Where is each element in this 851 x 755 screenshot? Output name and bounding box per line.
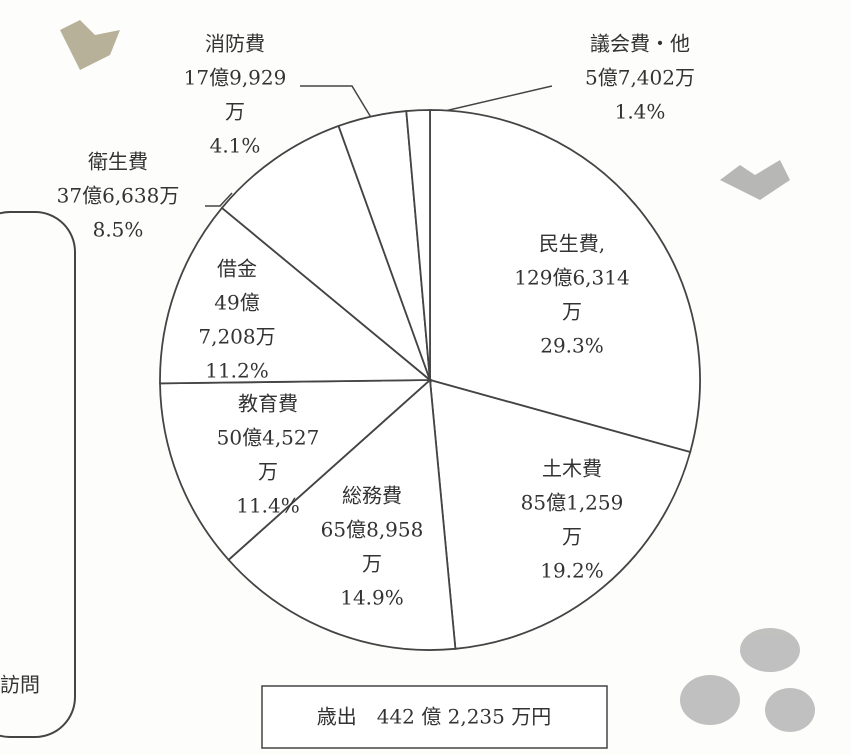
slice-amount: 49億 xyxy=(214,291,259,315)
leader-line xyxy=(432,86,552,114)
total-label: 歳出 442 億 2,235 万円 xyxy=(317,705,552,729)
slice-name: 教育費 xyxy=(238,392,298,416)
slice-percent: 29.3% xyxy=(540,334,604,358)
side-text: 訪問 xyxy=(0,673,40,697)
slice-name: 衛生費 xyxy=(88,150,148,174)
slice-name: 総務費 xyxy=(342,484,402,508)
slice-percent: 19.2% xyxy=(540,559,604,583)
slice-amount: 50億4,527 xyxy=(217,426,320,450)
leaf xyxy=(720,160,790,200)
slice-amount: 5億7,402万 xyxy=(585,66,695,90)
chart: 訪問 歳出 442 億 2,235 万円 民生費, 129億6,314 万 29.3%… xyxy=(0,0,851,755)
slice-percent: 4.1% xyxy=(210,134,261,158)
side-panel xyxy=(0,212,75,737)
slice-amount: 129億6,314 xyxy=(514,266,629,290)
slice-amount: 万 xyxy=(362,552,382,576)
slice-amount: 万 xyxy=(258,460,278,484)
leaf xyxy=(60,20,120,70)
slice-amount: 万 xyxy=(562,300,582,324)
slice-name: 土木費 xyxy=(542,457,602,481)
slice-amount: 7,208万 xyxy=(198,325,275,349)
slice-percent: 8.5% xyxy=(93,218,144,242)
slice-name: 消防費 xyxy=(205,32,265,56)
slice-percent: 1.4% xyxy=(615,100,666,124)
chestnut xyxy=(740,628,800,672)
slice-name: 借金 xyxy=(217,257,257,281)
slice-amount: 万 xyxy=(562,525,582,549)
slice-amount: 17億9,929 xyxy=(184,66,287,90)
slice-amount: 65億8,958 xyxy=(321,518,424,542)
slice-percent: 11.2% xyxy=(205,359,269,383)
slice-amount: 85億1,259 xyxy=(521,491,624,515)
slice-name: 民生費, xyxy=(539,232,605,256)
slice-amount: 万 xyxy=(225,100,245,124)
chestnut xyxy=(680,675,740,725)
chestnut xyxy=(765,688,815,732)
slice-name: 議会費・他 xyxy=(590,32,690,56)
slice-amount: 37億6,638万 xyxy=(57,184,180,208)
slice-percent: 11.4% xyxy=(236,494,300,518)
slice-percent: 14.9% xyxy=(340,586,404,610)
